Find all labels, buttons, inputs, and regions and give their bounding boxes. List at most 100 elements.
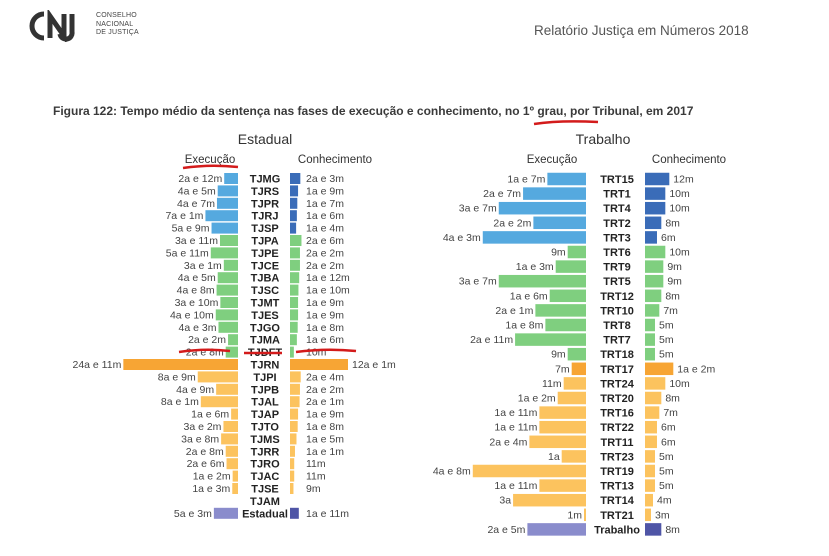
value-label-execucao: 2a e 4m: [489, 436, 527, 448]
value-label-execucao: 1a e 11m: [494, 480, 537, 492]
bar-conhecimento: [290, 247, 300, 259]
bar-conhecimento: [290, 483, 294, 494]
value-label-conhecimento: 5m: [659, 349, 674, 361]
value-label-execucao: 2a e 2m: [188, 334, 226, 346]
value-label-execucao: 1a e 11m: [494, 422, 537, 434]
bar-execucao: [219, 235, 238, 246]
value-label-conhecimento: 1a e 2m: [677, 363, 715, 375]
value-label-conhecimento: 3m: [655, 509, 670, 521]
bar-conhecimento: [290, 272, 300, 284]
bar-conhecimento: [290, 259, 300, 271]
value-label-conhecimento: 1a e 9m: [306, 409, 344, 421]
value-label-execucao: 1a e 6m: [191, 409, 229, 421]
category-label: TJPE: [251, 248, 279, 260]
value-label-conhecimento: 1a e 7m: [306, 198, 344, 210]
value-label-execucao: 4a e 5m: [178, 272, 216, 284]
value-label-conhecimento: 4m: [657, 495, 672, 507]
value-label-conhecimento: 6m: [661, 436, 676, 448]
category-label: TJRN: [251, 360, 280, 372]
value-label-execucao: 1a e 3m: [516, 261, 554, 273]
category-label: TRT11: [600, 437, 633, 449]
value-label-execucao: 2a e 12m: [178, 173, 222, 185]
value-label-execucao: 9m: [551, 349, 566, 361]
value-label-execucao: 24a e 11m: [72, 359, 121, 371]
value-label-conhecimento: 6m: [661, 232, 676, 244]
category-label: TJAM: [250, 496, 280, 508]
value-label-execucao: 3a e 2m: [183, 421, 221, 433]
bar-execucao: [205, 210, 238, 222]
category-label: TRT12: [600, 291, 634, 303]
red-underline-mark: [182, 164, 239, 170]
category-label: TRT1: [603, 189, 631, 201]
category-label: TJBA: [251, 273, 280, 285]
bar-conhecimento: [645, 523, 662, 536]
category-label: TJAL: [251, 397, 279, 409]
logo-line: NACIONAL: [96, 20, 134, 28]
value-label-execucao: 1a e 2m: [193, 471, 231, 483]
category-label: TJMA: [250, 335, 280, 347]
value-label-conhecimento: 10m: [669, 247, 690, 259]
value-label-conhecimento: 2a e 2m: [306, 260, 344, 272]
category-label: TJSC: [251, 285, 279, 297]
value-label-execucao: 1a e 2m: [518, 393, 556, 405]
value-label-execucao: 2a e 1m: [495, 305, 533, 317]
bar-execucao: [228, 334, 238, 346]
bar-execucao: [197, 371, 238, 383]
value-label-execucao: 8a e 9m: [158, 371, 196, 383]
bar-conhecimento: [645, 231, 657, 244]
category-label: TRT2: [603, 218, 631, 230]
bar-conhecimento: [290, 222, 297, 234]
value-label-conhecimento: 9m: [667, 261, 682, 273]
value-label-conhecimento: 5m: [659, 480, 674, 492]
bar-conhecimento: [645, 347, 655, 361]
category-label: TRT24: [600, 378, 635, 390]
value-label-conhecimento: 10m: [669, 188, 690, 200]
column-header-execucao: Execução: [185, 154, 236, 166]
bar-execucao: [563, 377, 586, 390]
bar-conhecimento: [290, 297, 299, 308]
bar-execucao: [513, 493, 586, 507]
value-label-conhecimento: 2a e 2m: [306, 247, 344, 259]
value-label-execucao: 1a e 6m: [510, 290, 548, 302]
bar-execucao: [216, 197, 238, 209]
category-label: TJGO: [250, 322, 280, 334]
bar-conhecimento: [290, 235, 302, 246]
value-label-conhecimento: 6m: [661, 422, 676, 434]
bar-conhecimento: [290, 371, 301, 383]
category-label: TJSP: [251, 223, 279, 235]
bar-conhecimento: [645, 304, 660, 317]
value-label-conhecimento: 8m: [665, 393, 680, 405]
value-label-execucao: 3a e 10m: [175, 297, 219, 309]
bar-conhecimento: [645, 274, 664, 288]
bar-execucao: [557, 391, 586, 405]
red-underline-mark: [178, 348, 231, 354]
bar-execucao: [527, 523, 586, 536]
bar-execucao: [226, 458, 238, 470]
value-label-execucao: 1a e 3m: [192, 483, 230, 495]
value-label-conhecimento: 1a e 9m: [306, 309, 344, 321]
bar-conhecimento: [290, 421, 298, 432]
value-label-conhecimento: 2a e 3m: [306, 173, 344, 185]
category-label: TRT14: [600, 495, 635, 507]
value-label-execucao: 2a e 6m: [187, 458, 225, 470]
bar-conhecimento: [645, 289, 662, 303]
value-label-conhecimento: 11m: [306, 458, 326, 470]
bar-execucao: [584, 508, 586, 522]
value-label-conhecimento: 1a e 5m: [306, 433, 344, 445]
bar-conhecimento: [645, 260, 664, 273]
value-label-conhecimento: 1a e 12m: [306, 272, 350, 284]
bar-conhecimento: [290, 334, 297, 346]
category-label: TRT7: [603, 335, 631, 347]
value-label-execucao: 1a: [548, 451, 560, 463]
category-label: TJRJ: [252, 211, 279, 223]
value-label-conhecimento: 1a e 11m: [306, 508, 349, 520]
column-header-conhecimento: Conhecimento: [298, 154, 372, 166]
category-label: TRT18: [600, 349, 634, 361]
category-label: TJPB: [251, 384, 279, 396]
bar-conhecimento: [290, 396, 300, 408]
category-label: TRT20: [600, 393, 634, 405]
bar-execucao: [225, 445, 238, 457]
category-label: TRT5: [603, 276, 631, 288]
bar-conhecimento: [290, 346, 294, 358]
bar-conhecimento: [645, 406, 660, 419]
